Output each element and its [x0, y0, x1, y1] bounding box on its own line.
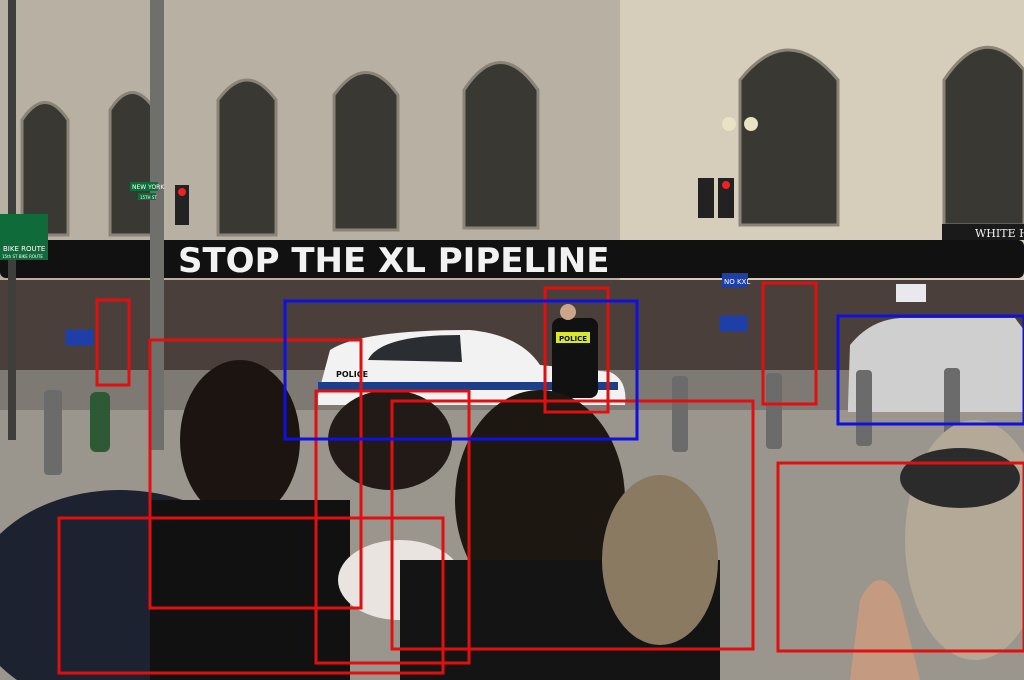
person-box	[95, 298, 131, 387]
police-car-text: POLICE	[336, 370, 368, 379]
building-sign	[942, 224, 1024, 240]
fire-hydrant	[90, 392, 110, 452]
car-box	[283, 299, 639, 441]
person-box	[761, 281, 818, 406]
police-car-window	[368, 335, 462, 362]
officer-vest-text: POLICE	[559, 335, 587, 343]
spectator-head	[602, 475, 718, 645]
police-officer	[552, 318, 598, 398]
spectator-cap	[900, 448, 1020, 508]
pipeline-banner-text: STOP THE XL PIPELINE	[178, 241, 609, 281]
person-box	[57, 516, 445, 675]
spectator-body	[150, 500, 350, 680]
person-boxes	[57, 281, 1024, 675]
person-box	[543, 286, 610, 414]
street-sign-2	[138, 193, 156, 200]
car-box	[836, 314, 1024, 426]
traffic-light-right	[698, 178, 714, 218]
street-sign-text: NEW YORK	[132, 184, 165, 191]
raised-hand	[850, 580, 920, 680]
traffic-light-left	[175, 185, 189, 225]
street-lamp-icon	[744, 117, 758, 131]
officer-vest-label	[556, 332, 590, 343]
protest-sign	[66, 330, 94, 346]
protest-sign-text: NO KXL	[724, 278, 750, 286]
lamp-post	[150, 0, 164, 450]
person-box	[390, 399, 755, 651]
spectator-head	[455, 390, 625, 610]
person-box	[776, 461, 1024, 653]
red-light-icon	[178, 188, 186, 196]
spectator-head	[180, 360, 300, 520]
person-box	[314, 389, 471, 665]
bike-route-subtext: 15th ST BIKE ROUTE	[2, 254, 43, 259]
person-box	[148, 338, 363, 610]
protest-sign	[722, 273, 748, 288]
street-sign-2-text: 15TH ST	[140, 195, 157, 200]
silver-car	[848, 318, 1024, 412]
pipeline-prop	[0, 240, 1024, 278]
traffic-light-right-2	[718, 178, 734, 218]
protest-sign	[720, 316, 748, 331]
bike-route-text: BIKE ROUTE	[3, 245, 45, 253]
street-sign	[130, 182, 158, 191]
street-lamp-icon	[722, 117, 736, 131]
officer-head	[560, 304, 576, 320]
car-boxes	[283, 299, 1024, 441]
police-car-stripe	[318, 382, 618, 390]
building-sign-text: WHITE HO	[975, 227, 1024, 240]
red-light-icon	[722, 181, 730, 189]
protest-sign	[896, 284, 926, 302]
bike-route-sign	[0, 214, 48, 260]
